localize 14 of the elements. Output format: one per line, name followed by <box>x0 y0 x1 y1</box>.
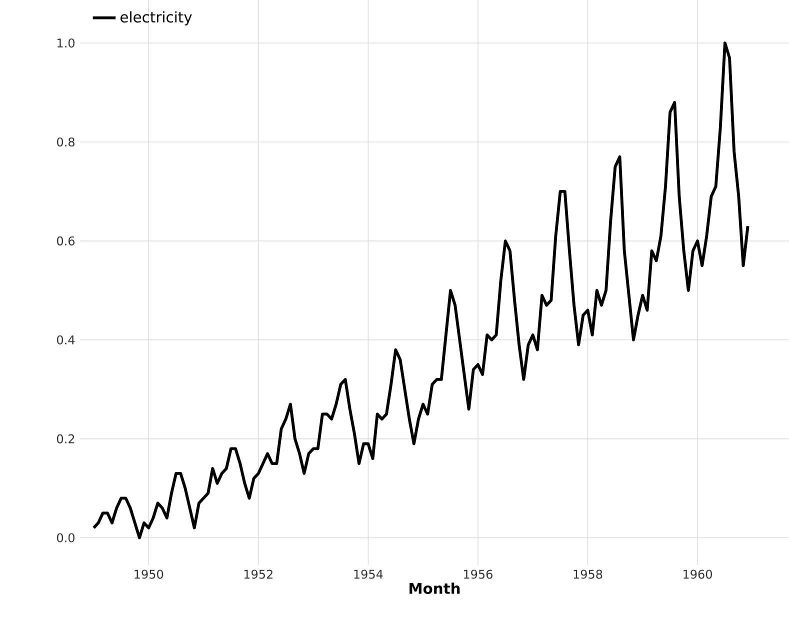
y-tick-label: 0.8 <box>57 137 74 147</box>
x-tick-label: 1952 <box>244 570 272 579</box>
y-tick-label: 0.0 <box>57 533 74 542</box>
x-axis-title: Month <box>410 582 460 594</box>
y-tick-label: 0.6 <box>57 236 75 246</box>
x-tick-label: 1954 <box>354 570 383 579</box>
x-tick-label: 1958 <box>574 570 602 579</box>
x-tick-label: 1956 <box>464 570 492 579</box>
legend-label: electricity <box>120 11 192 26</box>
y-tick-label: 1.0 <box>58 38 74 48</box>
x-tick-label: 1950 <box>134 570 164 579</box>
y-tick-label: 0.4 <box>57 335 75 344</box>
x-tick-label: 1960 <box>684 570 712 579</box>
y-tick-label: 0.2 <box>57 434 74 444</box>
